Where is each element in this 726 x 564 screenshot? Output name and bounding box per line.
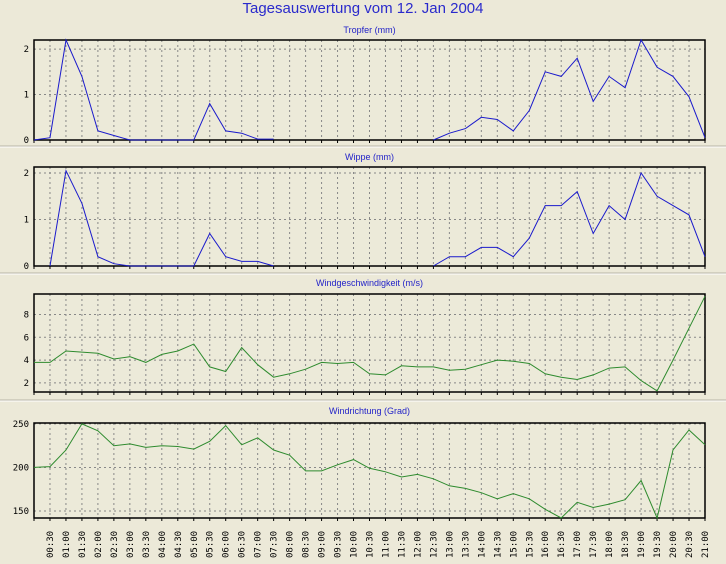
x-tick-label: 07:00: [254, 531, 264, 558]
plot-area: [34, 294, 705, 392]
x-tick-label: 01:00: [62, 531, 72, 558]
series-line: [34, 296, 706, 392]
y-tick-label: 2: [24, 45, 29, 55]
x-tick-label: 18:00: [605, 531, 615, 558]
x-tick-label: 13:30: [461, 531, 471, 558]
x-tick-label: 04:30: [174, 531, 184, 558]
x-tick-label: 10:00: [350, 531, 360, 558]
chart-panel-2: 0 1 2 Wippe (mm): [0, 152, 726, 275]
y-tick-label: 2: [24, 169, 29, 179]
x-tick-label: 09:00: [318, 531, 328, 558]
x-tick-label: 20:00: [669, 531, 679, 558]
x-tick-label: 17:30: [589, 531, 599, 558]
series-line: [49, 169, 706, 267]
y-tick-label: 2: [24, 379, 29, 389]
y-tick-label: 150: [13, 507, 29, 517]
x-tick-label: 17:00: [573, 531, 583, 558]
x-tick-label: 13:00: [445, 531, 455, 558]
x-tick-label: 05:30: [206, 531, 216, 558]
panel-title: Tropfer (mm): [343, 25, 395, 35]
x-tick-label: 12:30: [429, 531, 439, 558]
x-tick-label: 10:30: [366, 531, 376, 558]
x-tick-label: 08:00: [286, 531, 296, 558]
x-tick-label: 08:30: [302, 531, 312, 558]
x-tick-label: 09:30: [334, 531, 344, 558]
x-tick-label: 21:00: [701, 531, 711, 558]
panel-title: Wippe (mm): [345, 152, 394, 162]
y-tick-label: 1: [24, 216, 29, 226]
y-tick-label: 0: [24, 136, 29, 146]
x-tick-label: 11:00: [381, 531, 391, 558]
plot-frame: [33, 166, 706, 267]
x-tick-label: 04:00: [158, 531, 168, 558]
x-tick-label: 18:30: [621, 531, 631, 558]
x-tick-label: 14:00: [477, 531, 487, 558]
chart-panel-3: 2 4 6 8 Windgeschwindigkeit (m/s): [0, 278, 726, 402]
panel-title: Windgeschwindigkeit (m/s): [316, 278, 423, 288]
x-tick-label: 05:00: [190, 531, 200, 558]
y-tick-label: 250: [13, 420, 29, 430]
x-tick-label: 12:00: [413, 531, 423, 558]
y-tick-label: 200: [13, 463, 29, 473]
y-tick-label: 4: [24, 356, 29, 366]
x-tick-label: 07:30: [270, 531, 280, 558]
x-tick-label: 11:30: [397, 531, 407, 558]
x-tick-label: 19:00: [637, 531, 647, 558]
plot-area: [34, 167, 705, 266]
x-tick-label: 00:30: [46, 531, 56, 558]
x-tick-label: 20:30: [685, 531, 695, 558]
plot-frame: [33, 422, 706, 519]
y-tick-label: 0: [24, 262, 29, 272]
y-tick-label: 1: [24, 91, 29, 101]
x-tick-label: 16:00: [541, 531, 551, 558]
x-tick-label: 16:30: [557, 531, 567, 558]
x-tick-label: 06:00: [222, 531, 232, 558]
chart-panel-4: 150 200 250 Windrichtung (Grad): [13, 406, 706, 521]
chart-panel-1: 0 1 2 Tropfer (mm): [0, 25, 726, 148]
page-title: Tagesauswertung vom 12. Jan 2004: [242, 0, 484, 17]
x-tick-label: 19:30: [653, 531, 663, 558]
plot-frame: [33, 293, 706, 393]
x-tick-label: 06:30: [238, 531, 248, 558]
y-tick-label: 6: [24, 333, 29, 343]
panel-title: Windrichtung (Grad): [329, 406, 410, 416]
plot-frame: [33, 39, 706, 141]
x-tick-label: 02:30: [110, 531, 120, 558]
series-line: [33, 423, 706, 520]
x-tick-label: 15:30: [525, 531, 535, 558]
x-tick-label: 03:30: [142, 531, 152, 558]
y-tick-label: 8: [24, 311, 29, 321]
x-tick-label: 02:00: [94, 531, 104, 558]
x-tick-label: 01:30: [78, 531, 88, 558]
x-tick-label: 14:30: [493, 531, 503, 558]
x-tick-label: 15:00: [509, 531, 519, 558]
x-tick-label: 03:00: [126, 531, 136, 558]
series-line: [33, 38, 706, 141]
